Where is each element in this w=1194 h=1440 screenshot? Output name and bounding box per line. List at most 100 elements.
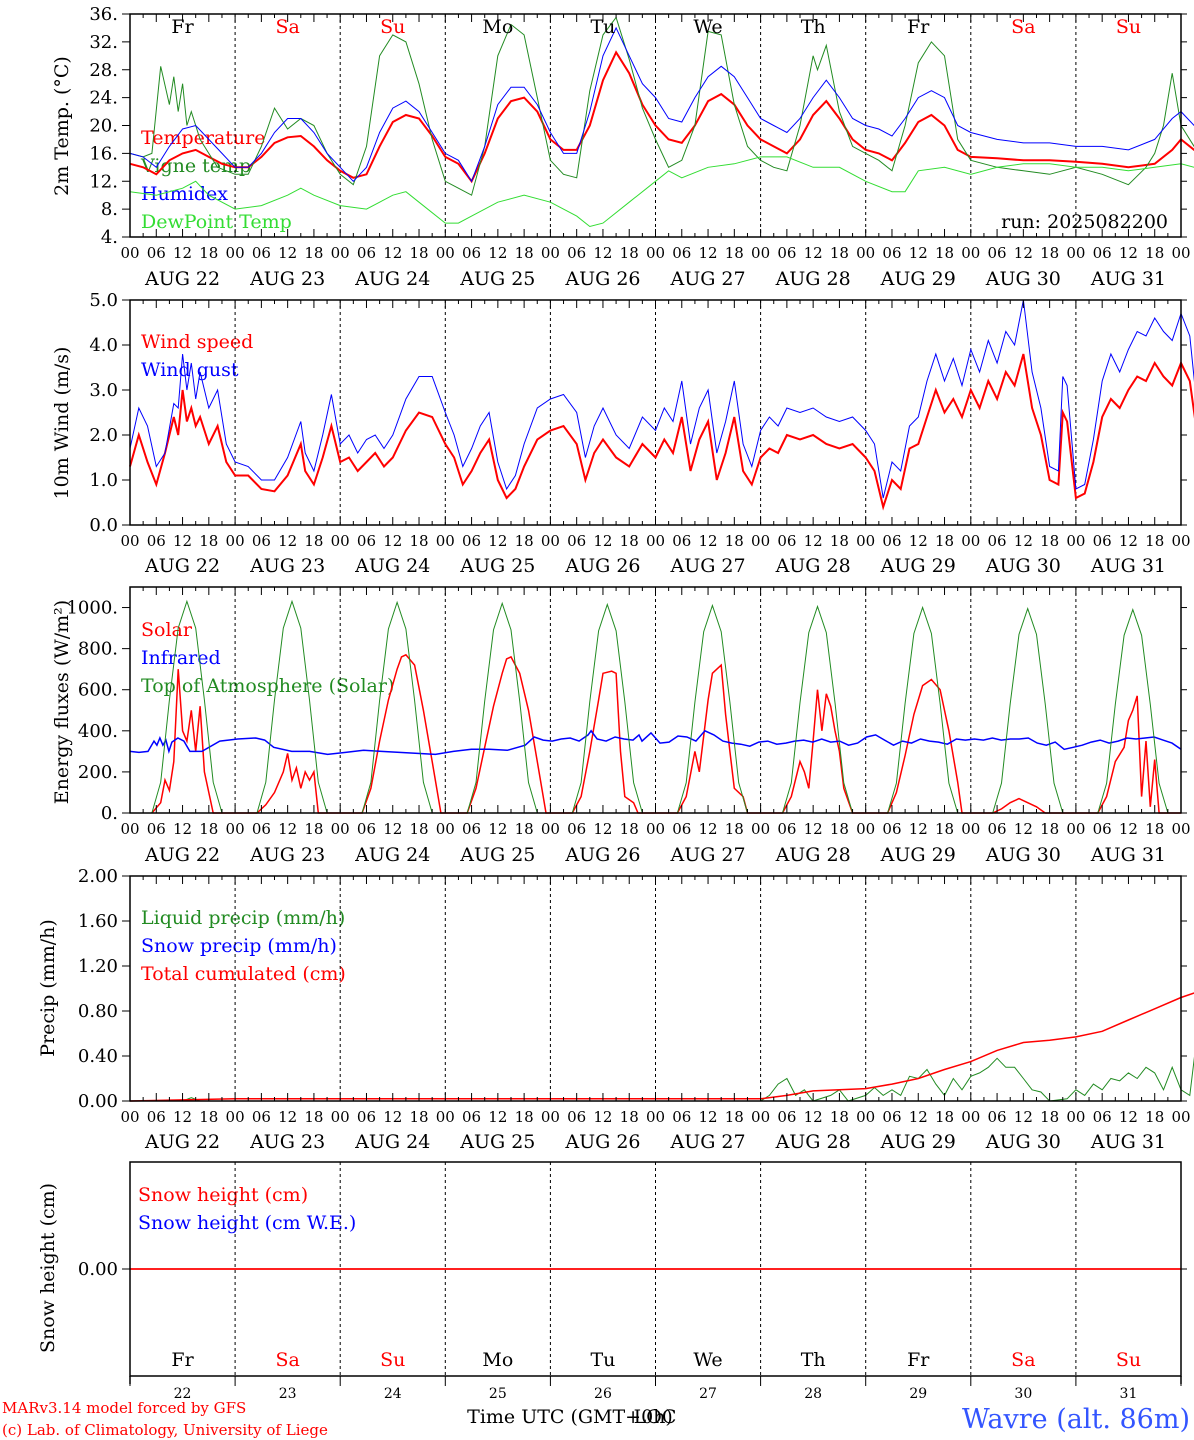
- hour-label: 12: [593, 244, 612, 262]
- hour-label: 18: [304, 244, 323, 262]
- hour-label: 18: [935, 244, 954, 262]
- y-tick-label: 8.: [101, 199, 118, 220]
- series-line: [129, 156, 1194, 228]
- hour-label: 00: [226, 1108, 245, 1126]
- y-tick-label: 28.: [89, 60, 118, 81]
- hour-label: 12: [383, 820, 402, 838]
- weekday-label: Su: [1116, 1349, 1141, 1371]
- hour-label: 12: [699, 1108, 718, 1126]
- hour-label: 12: [593, 820, 612, 838]
- day-label: AUG 24: [354, 1131, 430, 1153]
- day-label: AUG 30: [985, 268, 1061, 290]
- lab-credit: (c) Lab. of Climatology, University of L…: [2, 1421, 328, 1439]
- model-credit: MARv3.14 model forced by GFS: [2, 1399, 246, 1417]
- hour-label: 06: [988, 244, 1007, 262]
- y-tick-label: 0.80: [78, 1001, 118, 1022]
- hour-label: 18: [620, 820, 639, 838]
- precip-legend-snow: Snow precip (mm/h): [141, 935, 337, 957]
- hour-label: 12: [173, 532, 192, 550]
- day-label: AUG 22: [144, 844, 220, 866]
- hour-label: 18: [725, 532, 744, 550]
- hour-label: 06: [1093, 820, 1112, 838]
- panel-snow: Snow height (cm) Snow height (cm) Snow h…: [37, 1183, 356, 1353]
- series-line: [129, 729, 1182, 756]
- day-label: AUG 27: [669, 555, 745, 577]
- day-label: AUG 26: [564, 1131, 640, 1153]
- hour-label: 00: [120, 1108, 139, 1126]
- hour-label: 00: [436, 1108, 455, 1126]
- hour-label: 18: [1040, 532, 1059, 550]
- hour-label: 06: [672, 1108, 691, 1126]
- temp-legend-humidex: Humidex: [141, 183, 228, 205]
- series-line: [129, 299, 1194, 499]
- hour-label: 12: [278, 820, 297, 838]
- hour-label: 06: [882, 244, 901, 262]
- weekday-label: Tu: [590, 16, 615, 38]
- hour-label: 00: [856, 1108, 875, 1126]
- hour-label: 00: [1066, 820, 1085, 838]
- hour-label: 06: [672, 532, 691, 550]
- day-label: AUG 25: [459, 268, 535, 290]
- hour-label: 06: [1093, 532, 1112, 550]
- hour-label: 18: [515, 244, 534, 262]
- panel-precip: Precip (mm/h) Liquid precip (mm/h) Snow …: [37, 907, 346, 1057]
- hour-label: 18: [830, 820, 849, 838]
- hour-label: 18: [409, 244, 428, 262]
- hour-label: 12: [1119, 1108, 1138, 1126]
- hour-label: 06: [147, 244, 166, 262]
- y-tick-label: 36.: [89, 4, 118, 25]
- day-label: AUG 30: [985, 555, 1061, 577]
- day-label: AUG 24: [354, 268, 430, 290]
- day-label: AUG 25: [459, 844, 535, 866]
- hour-label: 06: [462, 532, 481, 550]
- wind-ylabel: 10m Wind (m/s): [51, 347, 73, 500]
- y-tick-label: 2.0: [89, 425, 118, 446]
- footer: MARv3.14 model forced by GFS (c) Lab. of…: [2, 1399, 1190, 1439]
- hour-label: 06: [672, 244, 691, 262]
- day-label: AUG 31: [1090, 555, 1166, 577]
- hour-label: 00: [856, 244, 875, 262]
- hour-label: 18: [1145, 1108, 1164, 1126]
- weekday-label: Fr: [907, 16, 930, 38]
- hour-label: 18: [620, 244, 639, 262]
- day-number: 23: [279, 1386, 297, 1402]
- precip-legend-total: Total cumulated (cm): [141, 963, 346, 985]
- day-number: 24: [384, 1386, 402, 1402]
- hour-label: 00: [541, 1108, 560, 1126]
- day-label: AUG 28: [775, 268, 851, 290]
- hour-label: 00: [1171, 820, 1190, 838]
- precip-legend-liquid: Liquid precip (mm/h): [141, 907, 345, 929]
- panel-frame: [129, 299, 1182, 526]
- hour-label: 12: [699, 244, 718, 262]
- day-number: 22: [174, 1386, 192, 1402]
- day-number: 29: [909, 1386, 927, 1402]
- day-number: 25: [489, 1386, 507, 1402]
- snow-legend-height: Snow height (cm): [138, 1184, 308, 1206]
- hour-label: 12: [909, 820, 928, 838]
- hour-label: 12: [1119, 532, 1138, 550]
- hour-label: 18: [1040, 820, 1059, 838]
- hour-label: 18: [199, 820, 218, 838]
- hour-label: 00: [751, 244, 770, 262]
- day-label: AUG 22: [144, 555, 220, 577]
- hour-label: 18: [935, 820, 954, 838]
- hour-label: 12: [1014, 1108, 1033, 1126]
- hour-label: 18: [620, 1108, 639, 1126]
- hour-label: 00: [1171, 532, 1190, 550]
- hour-label: 18: [409, 1108, 428, 1126]
- chart-marks: 4. 8. 12. 16. 20. 24. 28. 32. 36. 00 06 12 18 AUG 22 0…: [66, 4, 1194, 1402]
- hour-label: 06: [567, 1108, 586, 1126]
- day-label: AUG 31: [1090, 1131, 1166, 1153]
- hour-label: 12: [909, 1108, 928, 1126]
- hour-label: 12: [804, 820, 823, 838]
- time-axis-label: Time UTC (GMT+0h): [467, 1406, 673, 1428]
- day-number: 28: [804, 1386, 822, 1402]
- hour-label: 12: [488, 244, 507, 262]
- hour-label: 06: [672, 820, 691, 838]
- temp-legend-vigne: Vigne temp: [140, 155, 251, 177]
- hour-label: 18: [409, 820, 428, 838]
- hour-label: 06: [252, 532, 271, 550]
- hour-label: 12: [804, 1108, 823, 1126]
- day-label: AUG 27: [669, 1131, 745, 1153]
- hour-label: 00: [1171, 1108, 1190, 1126]
